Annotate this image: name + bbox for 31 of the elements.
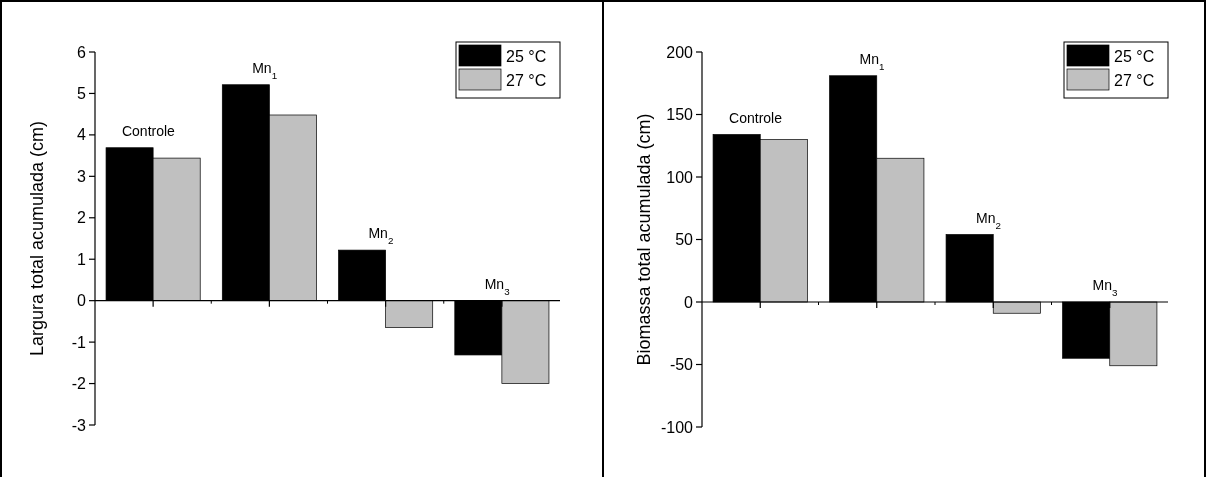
y-tick-label: 6 <box>77 43 87 61</box>
x-tick-label: Mn$_{2}$ <box>976 209 1001 230</box>
y-tick-label: -100 <box>660 418 694 436</box>
x-tick-label: Mn$_{1}$ <box>252 59 278 81</box>
y-tick-label: 200 <box>666 43 694 61</box>
y-tick-label: -1 <box>71 333 87 351</box>
x-tick-label: Mn$_{3}$ <box>484 275 511 297</box>
x-tick-label: Mn$_{3}$ <box>1092 277 1119 298</box>
legend-label: 25 °C <box>506 47 547 65</box>
y-tick-label: 2 <box>77 209 87 227</box>
y-axis-title: Largura total acumulada (cm) <box>27 120 47 357</box>
x-tick-label: Controle <box>729 109 783 126</box>
y-tick-label: 100 <box>666 168 694 186</box>
y-tick-label: 1 <box>77 250 87 268</box>
y-tick-label: 5 <box>77 85 87 103</box>
y-tick-label: -50 <box>669 356 694 374</box>
y-tick-label: 150 <box>666 106 694 124</box>
y-tick-label: 0 <box>77 292 87 310</box>
y-tick-label: -3 <box>71 416 87 434</box>
legend-label: 27 °C <box>1114 71 1155 89</box>
y-tick-label: 0 <box>684 293 694 311</box>
y-tick-label: 4 <box>77 126 87 144</box>
x-tick-label: Mn$_{1}$ <box>859 50 885 72</box>
y-axis-title: Biomassa total acumulada (cm) <box>634 113 654 366</box>
legend-label: 25 °C <box>1114 47 1155 65</box>
y-tick-label: 3 <box>77 167 87 185</box>
y-tick-label: 50 <box>675 231 694 249</box>
legend-label: 27 °C <box>506 71 547 89</box>
x-tick-label: Mn$_{2}$ <box>368 225 394 246</box>
x-tick-label: Controle <box>121 122 176 139</box>
y-tick-label: -2 <box>71 375 87 393</box>
